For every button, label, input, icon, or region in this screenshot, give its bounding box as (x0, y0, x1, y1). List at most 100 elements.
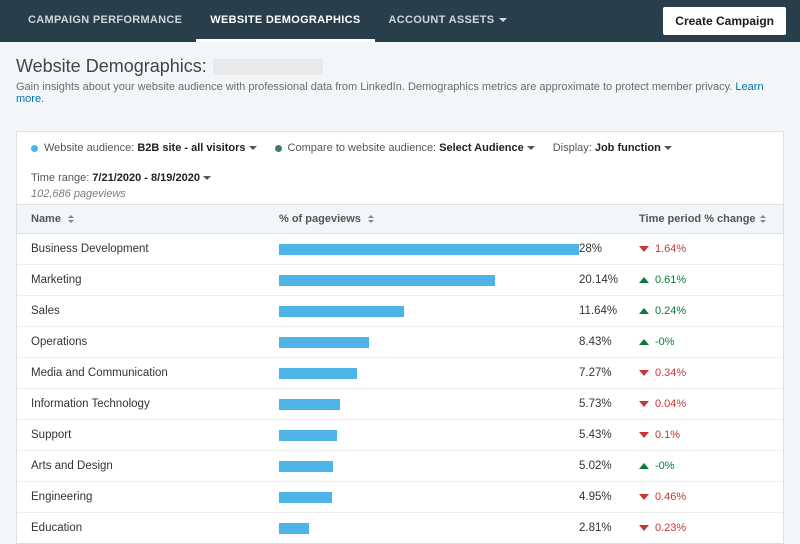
row-bar-wrap (279, 523, 579, 534)
row-name: Marketing (31, 274, 279, 286)
row-name: Education (31, 522, 279, 534)
row-pct: 20.14% (579, 274, 639, 286)
row-change-value: -0% (655, 336, 675, 348)
row-bar-wrap (279, 461, 579, 472)
row-bar-wrap (279, 275, 579, 286)
row-change-value: 0.24% (655, 305, 686, 317)
row-pct: 8.43% (579, 336, 639, 348)
row-pct: 5.02% (579, 460, 639, 472)
pageviews-count: 102,686 pageviews (31, 188, 769, 200)
row-name: Business Development (31, 243, 279, 255)
tab-label: WEBSITE DEMOGRAPHICS (210, 14, 360, 26)
nav-tabs: CAMPAIGN PERFORMANCE WEBSITE DEMOGRAPHIC… (14, 0, 663, 42)
column-header-name[interactable]: Name (31, 213, 279, 225)
table-row: Operations8.43%-0% (17, 327, 783, 358)
row-bar (279, 461, 333, 472)
row-bar (279, 399, 340, 410)
column-label: % of pageviews (279, 213, 361, 225)
row-change-value: 0.23% (655, 522, 686, 534)
column-header-change[interactable]: Time period % change (639, 213, 769, 225)
row-bar-wrap (279, 368, 579, 379)
demographics-panel: Website audience: B2B site - all visitor… (16, 131, 784, 544)
triangle-down-icon (639, 370, 649, 376)
tab-campaign-performance[interactable]: CAMPAIGN PERFORMANCE (14, 0, 196, 42)
triangle-down-icon (639, 246, 649, 252)
column-header-pct[interactable]: % of pageviews (279, 213, 579, 225)
filter-time-range[interactable]: Time range: 7/21/2020 - 8/19/2020 (31, 172, 211, 184)
row-pct: 5.73% (579, 398, 639, 410)
filter-display[interactable]: Display: Job function (553, 142, 672, 154)
sort-icon (68, 215, 74, 223)
filter-bar: Website audience: B2B site - all visitor… (17, 132, 783, 204)
table-row: Arts and Design 5.02%-0% (17, 451, 783, 482)
row-change-value: 0.1% (655, 429, 680, 441)
row-bar-wrap (279, 492, 579, 503)
row-pct: 7.27% (579, 367, 639, 379)
sort-icon (368, 215, 374, 223)
table-row: Business Development 28%1.64% (17, 234, 783, 265)
table-row: Marketing20.14%0.61% (17, 265, 783, 296)
top-nav: CAMPAIGN PERFORMANCE WEBSITE DEMOGRAPHIC… (0, 0, 800, 42)
row-bar (279, 337, 369, 348)
row-change: -0% (639, 336, 769, 348)
row-change: 0.34% (639, 367, 769, 379)
row-change: -0% (639, 460, 769, 472)
row-name: Media and Communication (31, 367, 279, 379)
redacted-site-name (213, 59, 323, 75)
create-campaign-button[interactable]: Create Campaign (663, 7, 786, 35)
table-row: Support 5.43% 0.1% (17, 420, 783, 451)
chevron-down-icon (527, 146, 535, 150)
subtitle-text: Gain insights about your website audienc… (16, 81, 735, 93)
row-pct: 2.81% (579, 522, 639, 534)
row-name: Engineering (31, 491, 279, 503)
filter-website-audience[interactable]: Website audience: B2B site - all visitor… (31, 142, 257, 154)
column-label: Name (31, 213, 61, 225)
table-row: Sales11.64%0.24% (17, 296, 783, 327)
filter-label: Display: (553, 142, 592, 154)
table-row: Media and Communication 7.27%0.34% (17, 358, 783, 389)
row-name: Support (31, 429, 279, 441)
chevron-down-icon (203, 176, 211, 180)
filter-value: 7/21/2020 - 8/19/2020 (92, 172, 200, 184)
row-change: 0.24% (639, 305, 769, 317)
chevron-down-icon (664, 146, 672, 150)
column-label: Time period % change (639, 213, 756, 225)
row-bar (279, 244, 579, 255)
table-row: Education 2.81% 0.23% (17, 513, 783, 543)
row-change: 0.1% (639, 429, 769, 441)
row-pct: 5.43% (579, 429, 639, 441)
sort-icon (760, 215, 766, 223)
page-title: Website Demographics: (16, 56, 207, 77)
row-bar (279, 523, 309, 534)
filter-compare-audience[interactable]: Compare to website audience: Select Audi… (275, 142, 535, 154)
row-bar (279, 275, 495, 286)
row-change: 1.64% (639, 243, 769, 255)
filter-label: Time range: (31, 172, 89, 184)
triangle-up-icon (639, 339, 649, 345)
filter-value: B2B site - all visitors (137, 142, 245, 154)
row-bar (279, 368, 357, 379)
tab-website-demographics[interactable]: WEBSITE DEMOGRAPHICS (196, 0, 374, 42)
dot-icon (275, 145, 282, 152)
row-pct: 28% (579, 243, 639, 255)
tab-label: ACCOUNT ASSETS (389, 14, 495, 26)
table-row: Engineering4.95%0.46% (17, 482, 783, 513)
chevron-down-icon (499, 18, 507, 22)
filter-value: Job function (595, 142, 661, 154)
row-name: Arts and Design (31, 460, 279, 472)
tab-account-assets[interactable]: ACCOUNT ASSETS (375, 0, 522, 42)
filter-label: Compare to website audience: (288, 142, 437, 154)
triangle-up-icon (639, 277, 649, 283)
row-bar-wrap (279, 430, 579, 441)
triangle-down-icon (639, 494, 649, 500)
page-header: Website Demographics: Gain insights abou… (0, 42, 800, 117)
filter-value: Select Audience (439, 142, 524, 154)
table-body: Business Development 28%1.64% Marketing 20.… (17, 234, 783, 543)
table-row: Information Technology5.73%0.04% (17, 389, 783, 420)
tab-label: CAMPAIGN PERFORMANCE (28, 14, 182, 26)
row-bar-wrap (279, 399, 579, 410)
row-bar (279, 306, 404, 317)
triangle-down-icon (639, 432, 649, 438)
dot-icon (31, 145, 38, 152)
row-pct: 11.64% (579, 305, 639, 317)
